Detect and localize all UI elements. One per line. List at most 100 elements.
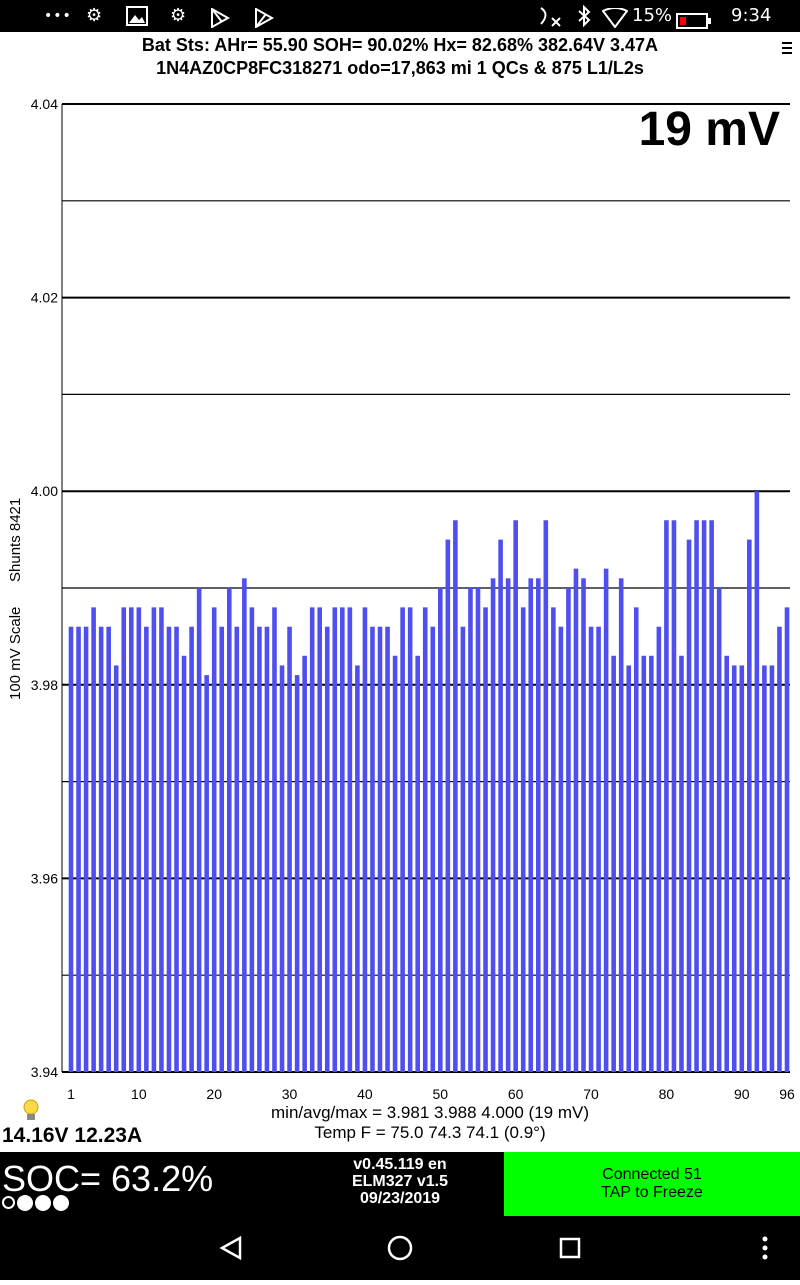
cell-bar: [272, 607, 277, 1072]
y-axis-labels: 3.94 3.96 3.98 4.00 4.02 4.04: [31, 96, 58, 1080]
cell-bar: [159, 607, 164, 1072]
cell-bar: [166, 626, 172, 1072]
cell-bar: [226, 588, 232, 1072]
cell-bar: [603, 568, 609, 1072]
cell-bar: [739, 665, 745, 1072]
menu-icon[interactable]: [782, 42, 792, 57]
cell-bar: [754, 491, 760, 1072]
cell-bar: [671, 520, 677, 1072]
cell-bar: [211, 607, 217, 1072]
cell-bar: [151, 607, 157, 1072]
cell-bar: [762, 665, 767, 1072]
home-icon[interactable]: [387, 1235, 413, 1261]
cell-bar: [611, 655, 616, 1072]
battery-icon: [676, 8, 712, 29]
spread-label: 19 mV: [639, 103, 780, 156]
x-tick-label: 60: [508, 1086, 524, 1100]
cell-bar: [385, 626, 390, 1072]
aux-battery-readout: 14.16V 12.23A: [2, 1124, 143, 1147]
app-version: v0.45.119 en: [353, 1156, 447, 1173]
overflow-menu-icon[interactable]: [762, 1236, 768, 1260]
connection-status: Connected 51: [602, 1166, 702, 1183]
cell-bar: [219, 626, 225, 1072]
cell-bar: [709, 520, 714, 1072]
y-tick-label: 4.02: [31, 290, 58, 306]
progress-dot: [53, 1194, 69, 1211]
image-icon: [126, 6, 148, 26]
cell-bar: [453, 520, 458, 1072]
cell-bar: [370, 626, 375, 1072]
min-avg-max-stats: min/avg/max = 3.981 3.988 4.000 (19 mV): [271, 1103, 589, 1122]
cell-bar: [400, 607, 405, 1072]
cell-voltage-chart[interactable]: 3.94 3.96 3.98 4.00 4.02 4.04 1 10 20 30 40 50 60 70…: [0, 90, 800, 1100]
x-tick-label: 90: [734, 1086, 750, 1100]
gear-icon: ⚙: [170, 5, 187, 26]
cell-bar: [91, 607, 96, 1072]
y-tick-label: 4.00: [31, 483, 58, 499]
y-axis-title: 100 mV Scale: [7, 607, 24, 700]
temperature-stats: Temp F = 75.0 74.3 74.1 (0.9°): [314, 1123, 546, 1142]
cell-bar: [377, 626, 383, 1072]
cell-bar: [340, 607, 345, 1072]
cell-bar: [490, 578, 496, 1072]
cell-bar: [438, 588, 443, 1072]
cell-bar: [430, 626, 436, 1072]
cell-bar: [407, 607, 413, 1072]
cell-bar: [588, 626, 594, 1072]
progress-dot: [35, 1194, 51, 1211]
cell-bar: [528, 578, 534, 1072]
cell-bar: [415, 655, 420, 1072]
battery-percent: 15%: [632, 5, 673, 26]
cell-bar: [98, 626, 104, 1072]
progress-dot: [2, 1196, 15, 1210]
cell-bar: [558, 626, 564, 1072]
cell-bar: [543, 520, 549, 1072]
y-tick-label: 3.96: [31, 870, 58, 886]
cell-bar: [287, 626, 292, 1072]
cell-bar: [234, 626, 240, 1072]
cell-bar: [618, 578, 624, 1072]
cell-bar: [626, 665, 632, 1072]
navigation-bar: [0, 1216, 800, 1280]
cell-bar: [483, 607, 488, 1072]
cell-bar: [777, 626, 782, 1072]
x-tick-label: 20: [206, 1086, 222, 1100]
cell-bar: [656, 626, 662, 1072]
cell-bar: [769, 665, 775, 1072]
freeze-button[interactable]: Connected 51 TAP to Freeze: [504, 1152, 800, 1216]
x-tick-label: 96: [779, 1086, 795, 1100]
play-store-icon: [210, 7, 231, 29]
x-tick-label: 30: [282, 1086, 298, 1100]
cell-bar: [498, 539, 503, 1072]
cell-bar: [716, 588, 722, 1072]
cell-bar: [513, 520, 518, 1072]
cell-bar: [679, 655, 684, 1072]
adapter-version: ELM327 v1.5: [351, 1173, 449, 1190]
cell-bar: [505, 578, 511, 1072]
cell-bar: [633, 607, 639, 1072]
back-icon[interactable]: [219, 1235, 242, 1261]
cell-bar: [279, 665, 285, 1072]
cell-bar: [242, 578, 247, 1072]
cell-bar: [257, 626, 262, 1072]
clock-time: 9:34: [731, 5, 772, 26]
status-bar: ••• ⚙ ⚙ 15% 9:34: [0, 0, 800, 32]
cell-bar: [181, 655, 187, 1072]
cell-bar: [309, 607, 315, 1072]
lightbulb-icon[interactable]: [20, 1098, 42, 1124]
cell-bar: [121, 607, 127, 1072]
cell-bar: [649, 655, 654, 1072]
battery-status-line: Bat Sts: AHr= 55.90 SOH= 90.02% Hx= 82.6…: [141, 35, 659, 55]
cell-bar: [701, 520, 707, 1072]
x-axis-labels: 1 10 20 30 40 50 60 70 80 90 96: [67, 1086, 795, 1100]
x-tick-label: 70: [583, 1086, 599, 1100]
cell-bar: [347, 607, 353, 1072]
recents-icon[interactable]: [559, 1237, 581, 1259]
x-tick-label: 1: [67, 1086, 75, 1100]
y-tick-label: 4.04: [31, 96, 58, 112]
cell-bar: [724, 655, 730, 1072]
bottom-panel: SOC= 63.2% v0.45.119 en ELM327 v1.5 09/2…: [0, 1152, 800, 1216]
cell-bar: [68, 626, 74, 1072]
cell-bar: [144, 626, 149, 1072]
cell-bar: [174, 626, 179, 1072]
